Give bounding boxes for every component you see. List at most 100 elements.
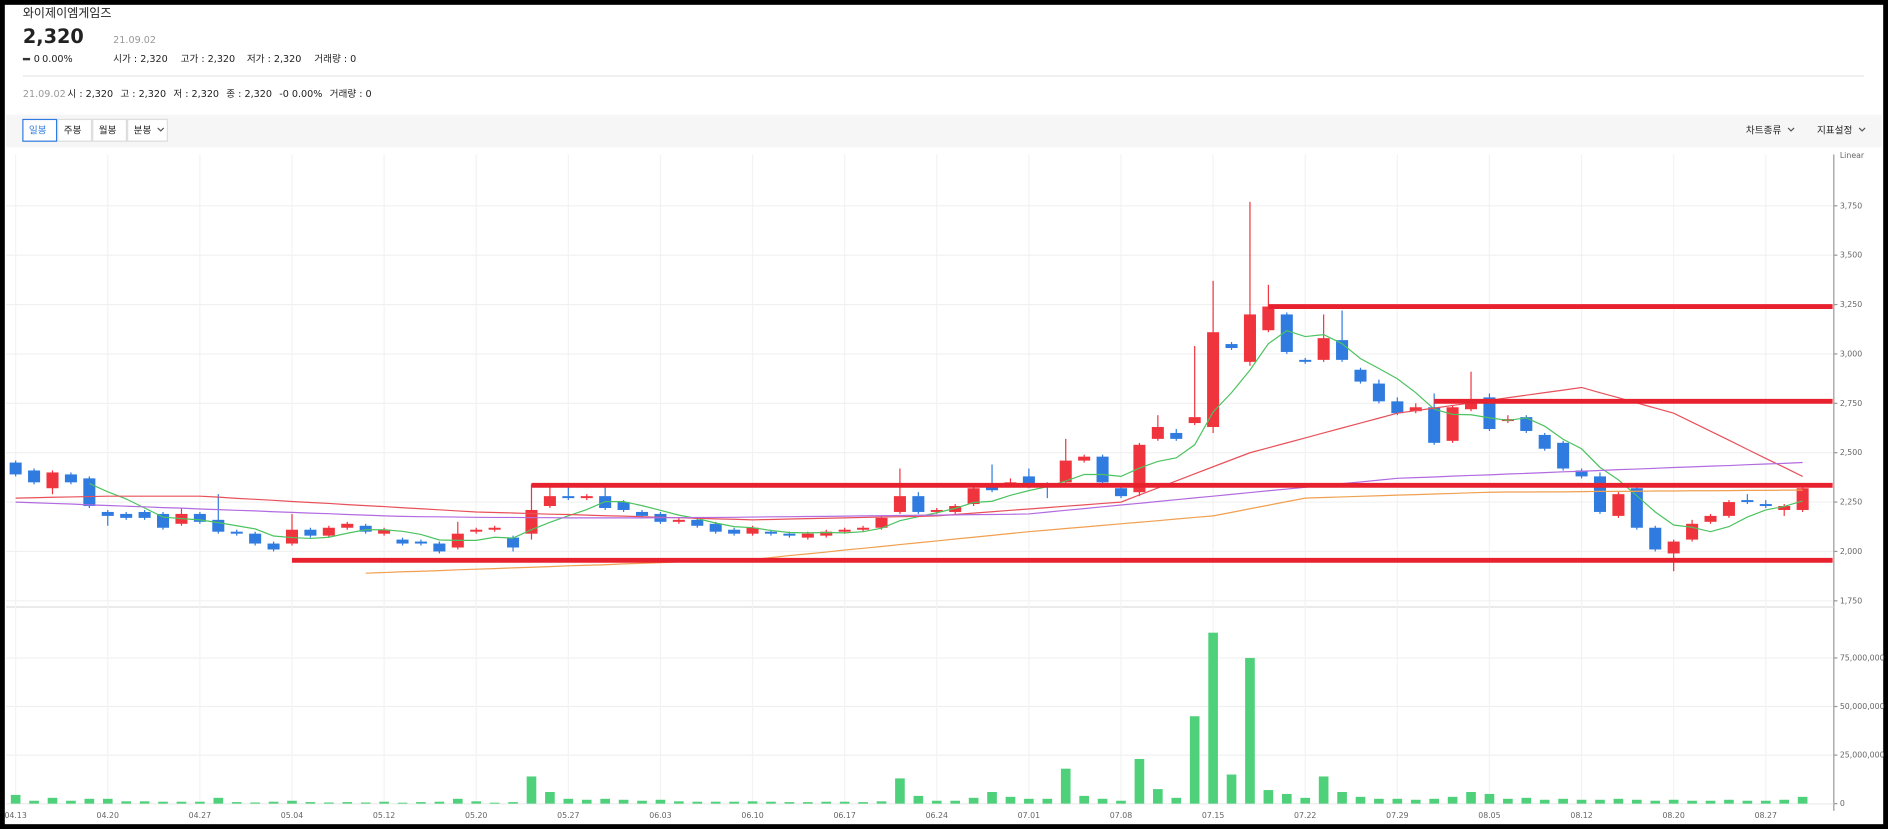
- candle-body: [1170, 432, 1183, 439]
- x-tick-label: 06.17: [833, 811, 855, 820]
- x-tick-label: 08.05: [1478, 811, 1500, 820]
- candle-body: [230, 531, 243, 534]
- volume-bar: [305, 802, 316, 804]
- caret: [1787, 127, 1866, 132]
- candle-body: [857, 527, 870, 530]
- candle-body: [1722, 502, 1735, 516]
- volume-bar: [1410, 799, 1421, 804]
- volume-bar: [287, 800, 297, 804]
- y-tick-label: 50,000,000: [1840, 702, 1885, 711]
- tab-label[interactable]: 일봉: [29, 125, 47, 136]
- candle-body: [1704, 515, 1717, 522]
- candle-body: [912, 496, 925, 512]
- candle-body: [1778, 506, 1791, 510]
- volume-bar: [1595, 799, 1605, 804]
- candle-body: [1483, 397, 1496, 429]
- volume-bar: [600, 798, 610, 804]
- tab[interactable]: [57, 118, 93, 142]
- tab-label[interactable]: 주봉: [64, 125, 82, 136]
- info-item: 시 : 2,320: [67, 89, 113, 100]
- x-tick-label: 08.12: [1570, 811, 1592, 820]
- candle-body: [1391, 401, 1404, 414]
- candle-body: [433, 543, 446, 552]
- candle-body: [820, 531, 833, 536]
- candle-body: [525, 509, 538, 534]
- y-tick-label: 75,000,000: [1840, 653, 1885, 662]
- candle-body: [1667, 541, 1680, 554]
- candle-body: [580, 496, 593, 499]
- tab-label[interactable]: 분봉: [134, 125, 152, 136]
- volume-bar: [1466, 792, 1476, 804]
- candle-body: [635, 511, 649, 516]
- volume-bar: [434, 801, 445, 804]
- volume-bar: [1668, 799, 1679, 804]
- volume-bar: [102, 798, 113, 804]
- x-tick-label: 04.13: [4, 811, 26, 820]
- x-tick-label: 07.08: [1110, 811, 1132, 820]
- y-tick-label: 0: [1840, 799, 1845, 808]
- volume-bar: [1318, 776, 1329, 804]
- candle-body: [1759, 504, 1772, 507]
- change: 0: [34, 54, 40, 65]
- volume-bar: [803, 802, 813, 804]
- candle-body: [120, 513, 133, 518]
- candle-body: [838, 529, 851, 532]
- candle-body: [46, 472, 59, 489]
- volume-bar: [674, 801, 684, 804]
- volume-bar: [1558, 798, 1568, 804]
- stock-price: 2,320: [23, 25, 84, 48]
- info-date: 21.09.02: [23, 89, 66, 100]
- stat: 고가 : 2,320: [181, 54, 236, 65]
- volume-bar: [1263, 790, 1274, 804]
- volume-bar: [968, 797, 979, 804]
- candle-body: [967, 488, 980, 505]
- stat: 거래량 : 0: [314, 53, 356, 65]
- tab[interactable]: [92, 118, 128, 142]
- candle-body: [1262, 306, 1275, 331]
- volume-bar: [268, 801, 279, 804]
- volume-bar: [1153, 789, 1163, 804]
- volume-bar: [692, 801, 703, 804]
- candle-body: [617, 502, 630, 510]
- volume-bar: [1355, 796, 1366, 804]
- volume-bar: [545, 792, 555, 804]
- candle-body: [267, 543, 280, 550]
- candle-body: [1538, 434, 1551, 449]
- tabs: 일봉 주봉 월봉 분봉: [22, 118, 168, 142]
- volume-bar: [1189, 716, 1200, 804]
- candle-body: [488, 527, 501, 530]
- candle-body: [304, 529, 317, 536]
- x-tick-label: 05.04: [281, 811, 303, 820]
- volume-bar: [1060, 768, 1071, 804]
- volume-bar: [1797, 796, 1808, 804]
- tab-label[interactable]: 월봉: [99, 124, 117, 136]
- x-tick-label: 08.20: [1662, 811, 1684, 820]
- volume-bar: [66, 800, 76, 804]
- volume-bar: [1760, 800, 1771, 804]
- candle-body: [875, 517, 888, 528]
- x-tick-label: 04.20: [97, 811, 119, 820]
- menu[interactable]: 차트종류: [1746, 124, 1782, 136]
- volume-bar: [213, 797, 224, 804]
- candle-body: [507, 537, 520, 548]
- volume-bar: [397, 802, 408, 804]
- menu[interactable]: 지표설정: [1817, 125, 1852, 136]
- candle-body: [1059, 460, 1072, 483]
- candle-body: [672, 519, 685, 522]
- tab[interactable]: [127, 118, 168, 142]
- volume-bar: [1208, 632, 1218, 804]
- volume-bar: [655, 799, 666, 804]
- candle-body: [728, 529, 741, 534]
- x-tick-label: 06.24: [926, 811, 948, 820]
- scale-label: Linear: [1840, 151, 1865, 160]
- candle-body: [414, 541, 427, 544]
- x-tick-label: 07.29: [1386, 811, 1408, 820]
- volume-bar: [729, 801, 739, 804]
- candle-body: [783, 533, 796, 536]
- tab[interactable]: [22, 118, 58, 142]
- moving-average: [15, 386, 1803, 521]
- volume-bar: [931, 800, 942, 804]
- candle-body: [1114, 488, 1128, 497]
